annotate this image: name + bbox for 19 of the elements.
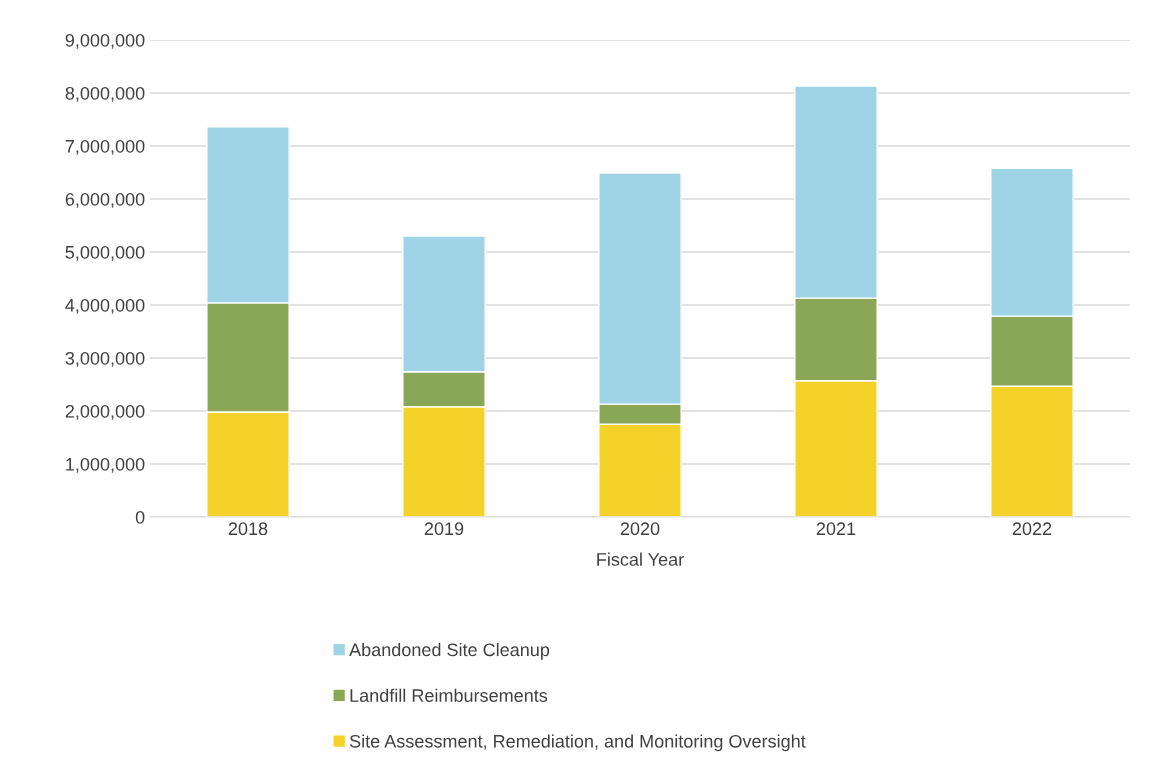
x-tick-label: 2020	[620, 522, 660, 536]
x-axis-title: Fiscal Year	[597, 552, 684, 566]
y-tick-label: 5,000,000	[65, 245, 145, 261]
y-tick-label: 6,000,000	[65, 192, 145, 208]
legend-label: Site Assessment, Remediation, and Monitoring Oversight	[349, 734, 806, 752]
legend-label: Landfill Reimbursements	[350, 688, 548, 702]
y-tick-label: 1,000,000	[66, 457, 145, 473]
y-tick-label: 4,000,000	[65, 298, 145, 314]
y-tick-label: 0	[135, 510, 145, 524]
y-tick-label: 7,000,000	[65, 139, 145, 155]
legend-label: Abandoned Site Cleanup	[349, 642, 550, 660]
x-tick-label: 2018	[228, 522, 268, 536]
y-tick-label: 2,000,000	[65, 404, 145, 420]
y-tick-label: 9,000,000	[65, 33, 145, 49]
y-tick-label: 3,000,000	[65, 351, 145, 367]
y-tick-label: 8,000,000	[65, 86, 145, 102]
x-tick-label: 2021	[816, 522, 856, 536]
x-tick-label: 2019	[424, 522, 464, 536]
x-tick-label: 2022	[1012, 522, 1052, 536]
